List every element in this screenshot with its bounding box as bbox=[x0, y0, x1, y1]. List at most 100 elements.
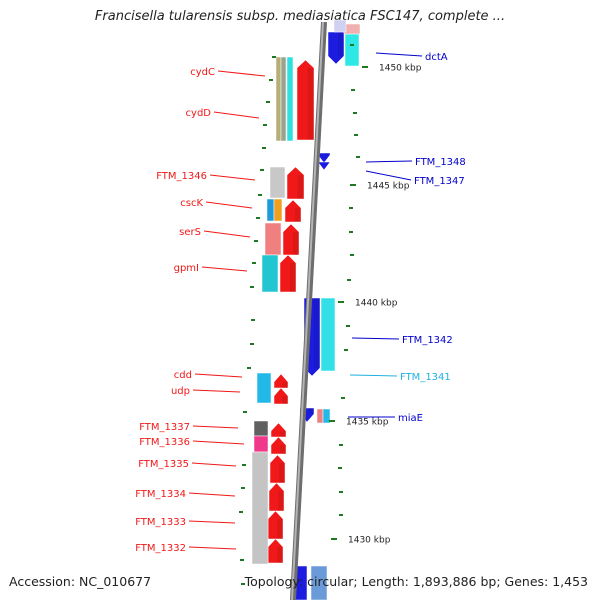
strip-lavender-dcta bbox=[333, 19, 347, 33]
gene-label-cdd[interactable]: cdd bbox=[174, 370, 243, 381]
gene-leader-line bbox=[351, 337, 400, 340]
cds-FTM_1342-shade bbox=[313, 298, 320, 368]
cds-FTM_1347 bbox=[317, 161, 331, 171]
gene-label-FTM_1333[interactable]: FTM_1333 bbox=[135, 517, 236, 528]
strip-olive bbox=[275, 56, 282, 142]
scale-tick-label: 1450 kbp bbox=[379, 64, 422, 74]
gene-label-text: FTM_1335 bbox=[138, 459, 189, 470]
gene-leader-line bbox=[209, 174, 256, 181]
gene-label-text: FTM_1334 bbox=[135, 489, 186, 500]
gene-label-FTM_1342[interactable]: FTM_1342 bbox=[351, 335, 453, 346]
gene-label-miaE[interactable]: miaE bbox=[348, 413, 423, 424]
strip-pink-1336 bbox=[253, 435, 269, 453]
gene-leader-line bbox=[365, 160, 413, 163]
cds-cscK-shade bbox=[294, 208, 301, 222]
scale-tick-label: 1430 kbp bbox=[348, 536, 391, 546]
gene-label-serS[interactable]: serS bbox=[179, 227, 251, 238]
cds-dctA-shade bbox=[337, 32, 344, 56]
cds-udp bbox=[273, 387, 289, 405]
gene-label-text: cscK bbox=[180, 198, 203, 209]
gene-leader-line bbox=[201, 266, 248, 272]
cds-FTM_1335 bbox=[269, 454, 286, 484]
strip-dark-1337 bbox=[253, 420, 269, 437]
cds-serS bbox=[282, 223, 300, 256]
gene-label-FTM_1337[interactable]: FTM_1337 bbox=[139, 422, 239, 433]
gene-label-cydC[interactable]: cydC bbox=[190, 67, 266, 78]
gene-label-text: miaE bbox=[398, 413, 423, 424]
scale-tick-label: 1440 kbp bbox=[355, 299, 398, 309]
gene-label-FTM_1347[interactable]: FTM_1347 bbox=[365, 170, 465, 187]
gene-leader-line bbox=[192, 425, 239, 429]
genome-summary-text: Topology: circular; Length: 1,893,886 bp… bbox=[244, 574, 588, 589]
scale-tick-label: 1445 kbp bbox=[367, 182, 410, 192]
gene-label-text: gpmI bbox=[174, 263, 199, 274]
cds-cydC-cydD-shade bbox=[307, 68, 314, 140]
strip-cyan-gpmi bbox=[261, 254, 279, 293]
strip-blue-cdd-udp bbox=[256, 372, 272, 404]
scale-tick-label: 1435 kbp bbox=[346, 418, 389, 428]
cds-FTM_1346 bbox=[286, 166, 305, 200]
gene-leader-line bbox=[213, 111, 260, 119]
strip-blue-miae bbox=[322, 408, 331, 424]
cds-FTM_1337 bbox=[270, 422, 287, 438]
gene-label-FTM_1332[interactable]: FTM_1332 bbox=[135, 543, 237, 554]
cds-udp-shade bbox=[282, 396, 288, 404]
gene-label-text: FTM_1346 bbox=[156, 171, 207, 182]
gene-label-FTM_1335[interactable]: FTM_1335 bbox=[138, 459, 237, 470]
gene-leader-line bbox=[188, 492, 236, 497]
genome-backbone-highlight bbox=[291, 21, 324, 600]
strip-salmon-miae bbox=[316, 408, 324, 424]
cds-cydC-cydD bbox=[296, 59, 315, 141]
gene-label-text: cydC bbox=[190, 67, 215, 78]
gene-label-text: cdd bbox=[174, 370, 192, 381]
cds-FTM_1334 bbox=[268, 482, 285, 512]
gene-label-cydD[interactable]: cydD bbox=[186, 108, 260, 119]
map-title: Francisella tularensis subsp. mediasiati… bbox=[94, 9, 506, 24]
gene-label-FTM_1346[interactable]: FTM_1346 bbox=[156, 171, 256, 182]
gene-label-text: FTM_1332 bbox=[135, 543, 186, 554]
gene-label-udp[interactable]: udp bbox=[171, 386, 241, 397]
gene-label-text: FTM_1336 bbox=[139, 437, 190, 448]
gene-leader-line bbox=[349, 374, 398, 377]
strip-blue-bottom bbox=[310, 565, 328, 600]
gene-leader-line bbox=[365, 170, 412, 181]
gene-label-FTM_1334[interactable]: FTM_1334 bbox=[135, 489, 236, 500]
gene-label-text: FTM_1337 bbox=[139, 422, 190, 433]
gene-label-layer: cydC cydD FTM_1346 cscK serS gpmI cdd udp FTM_13… bbox=[135, 52, 466, 554]
strip-cyan-1342 bbox=[320, 297, 336, 372]
gene-label-FTM_1341[interactable]: FTM_1341 bbox=[349, 372, 451, 383]
gene-leader-line bbox=[188, 520, 236, 524]
strip-cyan bbox=[286, 56, 294, 142]
backbone-layer bbox=[290, 21, 327, 600]
gene-leader-line bbox=[217, 70, 266, 77]
cds-FTM_1346-shade bbox=[297, 175, 304, 199]
strip-blue-csck bbox=[266, 198, 275, 222]
cds-gpmI-shade bbox=[289, 263, 296, 292]
gene-label-text: FTM_1342 bbox=[402, 335, 453, 346]
cds-FTM_1348-shade bbox=[325, 153, 330, 155]
strip-olive-2 bbox=[280, 56, 287, 142]
gene-label-text: FTM_1341 bbox=[400, 372, 451, 383]
gene-label-text: serS bbox=[179, 227, 201, 238]
gene-label-dctA[interactable]: dctA bbox=[375, 52, 448, 63]
cds-FTM_1335-shade bbox=[279, 463, 285, 483]
strip-salmon-sers bbox=[264, 222, 282, 256]
gene-leader-line bbox=[188, 546, 237, 550]
gene-label-FTM_1336[interactable]: FTM_1336 bbox=[139, 437, 245, 448]
gene-leader-line bbox=[192, 440, 245, 445]
gene-label-text: udp bbox=[171, 386, 190, 397]
cds-serS-shade bbox=[292, 232, 299, 255]
cds-cscK bbox=[284, 199, 302, 223]
gene-label-text: cydD bbox=[186, 108, 212, 119]
gene-label-cscK[interactable]: cscK bbox=[180, 198, 253, 209]
cds-FTM_1334-shade bbox=[278, 491, 284, 511]
gene-leader-line bbox=[205, 201, 253, 209]
gene-label-FTM_1348[interactable]: FTM_1348 bbox=[365, 157, 466, 168]
gene-label-gpmI[interactable]: gpmI bbox=[174, 263, 248, 274]
cds-FTM_1333-shade bbox=[277, 519, 283, 539]
accession-text: Accession: NC_010677 bbox=[9, 574, 152, 589]
strip-grey-1346 bbox=[269, 166, 286, 199]
strip-grey-1332-1335 bbox=[251, 451, 269, 565]
cds-FTM_1336 bbox=[270, 436, 287, 455]
